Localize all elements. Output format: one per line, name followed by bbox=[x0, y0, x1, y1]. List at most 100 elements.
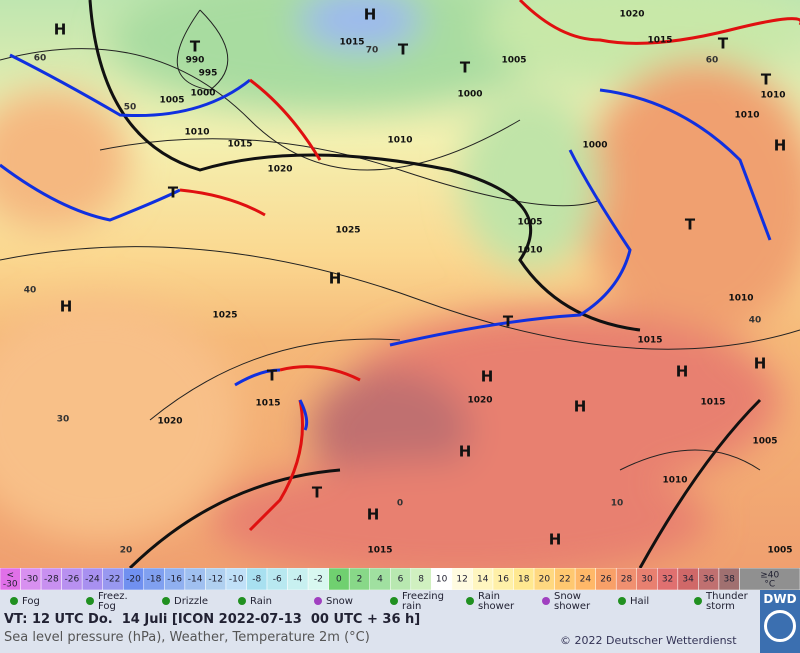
legend-label: Thunder storm bbox=[705, 591, 749, 612]
pressure-center: H bbox=[364, 6, 377, 24]
legend-label: Freezing rain bbox=[402, 591, 444, 612]
valid-time: VT: 12 UTC Do. 14 Juli [ICON 2022-07-13 … bbox=[4, 612, 421, 627]
weather-legend: Fog Freez. Fog Drizzle Rain Snow Freezing rain R… bbox=[0, 590, 760, 612]
scale-label: 32 bbox=[662, 575, 673, 585]
scale-label: 8 bbox=[418, 575, 424, 585]
scale-label: 18 bbox=[518, 575, 530, 585]
grid-label: 20 bbox=[120, 546, 133, 556]
legend-label: Snow shower bbox=[554, 591, 591, 612]
scale-label: 16 bbox=[498, 575, 510, 585]
isobar-label: 1015 bbox=[339, 38, 364, 48]
grid-label: 10 bbox=[611, 499, 624, 509]
legend-symbol bbox=[314, 597, 322, 605]
pressure-center: H bbox=[329, 270, 342, 288]
pressure-center: T bbox=[267, 367, 278, 385]
legend-symbol bbox=[694, 597, 702, 605]
pressure-center: H bbox=[754, 355, 767, 373]
isobar-label: 1015 bbox=[700, 398, 725, 408]
pressure-center: H bbox=[459, 443, 472, 461]
legend-label: Rain shower bbox=[478, 591, 515, 612]
isobar-label: 1020 bbox=[157, 417, 182, 427]
isobar-label: 1005 bbox=[501, 56, 526, 66]
legend-label: Freez. Fog bbox=[98, 591, 128, 612]
isobar-label: 1015 bbox=[227, 140, 252, 150]
pressure-center: T bbox=[685, 216, 696, 234]
pressure-center: T bbox=[503, 313, 514, 331]
pressure-center: H bbox=[54, 21, 67, 39]
scale-label: 20 bbox=[539, 575, 551, 585]
legend-label: Rain bbox=[250, 596, 272, 607]
pressure-center: H bbox=[60, 298, 73, 316]
isobar-label: 1015 bbox=[255, 399, 280, 409]
pressure-center: T bbox=[398, 41, 409, 59]
scale-label: 0 bbox=[336, 575, 342, 585]
grid-label: 50 bbox=[124, 103, 137, 113]
pressure-center: T bbox=[312, 484, 323, 502]
pressure-center: H bbox=[549, 531, 562, 549]
legend-bg bbox=[0, 590, 760, 612]
scale-label: 12 bbox=[456, 575, 467, 585]
pressure-center: H bbox=[574, 398, 587, 416]
isobar-label: 1005 bbox=[159, 96, 184, 106]
scale-label: < -30 bbox=[3, 570, 18, 589]
isobar-label: 1010 bbox=[662, 476, 687, 486]
scale-label: 26 bbox=[600, 575, 612, 585]
temperature-scale: < -30 -30 -28 -26 -24 -22 -20 -18 -16 -14 -12 -10 -8-… bbox=[0, 568, 800, 590]
pressure-center: H bbox=[481, 368, 494, 386]
scale-label: 4 bbox=[377, 575, 383, 585]
scale-label: 14 bbox=[477, 575, 489, 585]
isobar-label: 1005 bbox=[767, 546, 792, 556]
scale-label: -26 bbox=[65, 575, 80, 585]
pressure-center: T bbox=[761, 71, 772, 89]
isobar-label: 990 bbox=[186, 56, 205, 66]
scale-label: -2 bbox=[314, 575, 323, 585]
grid-label: 40 bbox=[24, 286, 37, 296]
scale-label: 2 bbox=[357, 575, 363, 585]
scale-label: -12 bbox=[208, 575, 223, 585]
legend-label: Hail bbox=[630, 596, 649, 607]
legend-label: Drizzle bbox=[174, 596, 208, 607]
legend-symbol bbox=[10, 597, 18, 605]
scale-label: -20 bbox=[126, 575, 141, 585]
grid-label: 40 bbox=[749, 316, 762, 326]
isobar-label: 995 bbox=[199, 69, 218, 79]
scale-label: -24 bbox=[85, 575, 100, 585]
isobar-label: 1020 bbox=[267, 165, 292, 175]
legend-label: Fog bbox=[22, 596, 40, 607]
isobar-label: 1020 bbox=[467, 396, 492, 406]
logo-swirl bbox=[764, 610, 796, 642]
scale-label: -4 bbox=[293, 575, 302, 585]
isobar-label: 1010 bbox=[184, 128, 209, 138]
isobar-label: 1010 bbox=[517, 246, 542, 256]
grid-label: 60 bbox=[34, 54, 47, 64]
scale-label: 34 bbox=[682, 575, 694, 585]
scale-label: 6 bbox=[398, 575, 404, 585]
pressure-center: H bbox=[676, 363, 689, 381]
legend-symbol bbox=[618, 597, 626, 605]
isobar-label: 1010 bbox=[760, 91, 785, 101]
isobar-label: 1020 bbox=[619, 10, 644, 20]
isobar-label: 1000 bbox=[457, 90, 482, 100]
legend-symbol bbox=[466, 597, 474, 605]
description: Sea level pressure (hPa), Weather, Tempe… bbox=[4, 630, 370, 645]
grid-label: 70 bbox=[366, 46, 379, 56]
legend-symbol bbox=[390, 597, 398, 605]
grid-label: 0 bbox=[397, 499, 403, 509]
scale-label: 36 bbox=[703, 575, 715, 585]
scale-label: -10 bbox=[229, 575, 244, 585]
grid-label: 60 bbox=[706, 56, 719, 66]
scale-label: ≥40 °C bbox=[760, 570, 779, 589]
scale-label: 24 bbox=[580, 575, 592, 585]
isobar-label: 1005 bbox=[517, 218, 542, 228]
isobar-label: 1005 bbox=[752, 437, 777, 447]
isobar-label: 1015 bbox=[367, 546, 392, 556]
grid-label: 30 bbox=[57, 415, 70, 425]
scale-label: -14 bbox=[188, 575, 203, 585]
isobar-label: 1000 bbox=[190, 89, 215, 99]
scale-label: -22 bbox=[106, 575, 121, 585]
legend-symbol bbox=[86, 597, 94, 605]
pressure-center: H bbox=[367, 506, 380, 524]
scale-label: 30 bbox=[641, 575, 653, 585]
